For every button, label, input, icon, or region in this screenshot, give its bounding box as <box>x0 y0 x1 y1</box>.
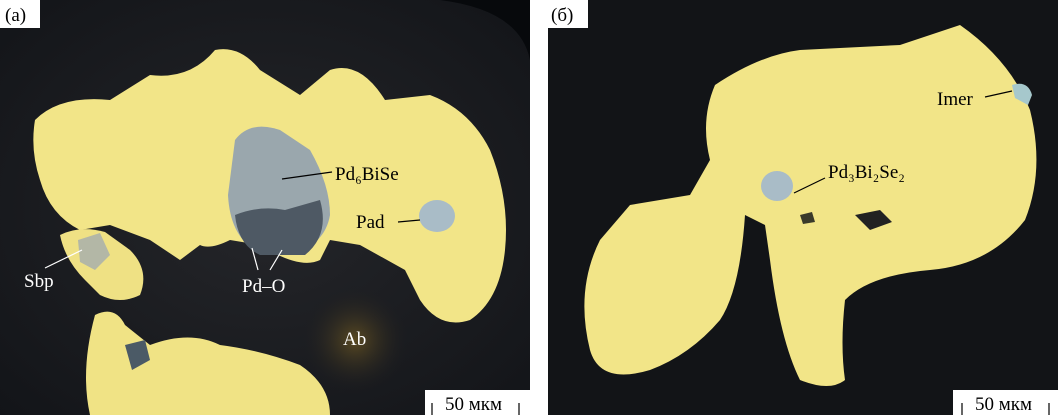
panel-b: (б) Imer Pd₃Bi₂Se₂ 50 мкм <box>548 0 1058 415</box>
annotation: Pd₆BiSe <box>335 164 399 185</box>
annotation: Sbp <box>24 271 54 292</box>
annotation: Ab <box>343 329 366 350</box>
annotation: Pad <box>356 212 385 233</box>
panel-a: (а) Pd₆BiSe Pad Sbp Pd–O Ab 50 мкм <box>0 0 530 415</box>
scale-label: 50 мкм <box>445 394 502 415</box>
annotation: Imer <box>937 89 974 110</box>
panel-label: (а) <box>5 5 26 26</box>
annotation: Pd₃Bi₂Se₂ <box>828 162 905 183</box>
scale-label: 50 мкм <box>975 394 1032 415</box>
inclusion <box>419 200 455 232</box>
panel-label: (б) <box>551 5 573 26</box>
figure: (а) Pd₆BiSe Pad Sbp Pd–O Ab 50 мкм (б) I… <box>0 0 1058 415</box>
annotation: Pd–O <box>242 276 285 297</box>
inclusion <box>761 171 793 201</box>
